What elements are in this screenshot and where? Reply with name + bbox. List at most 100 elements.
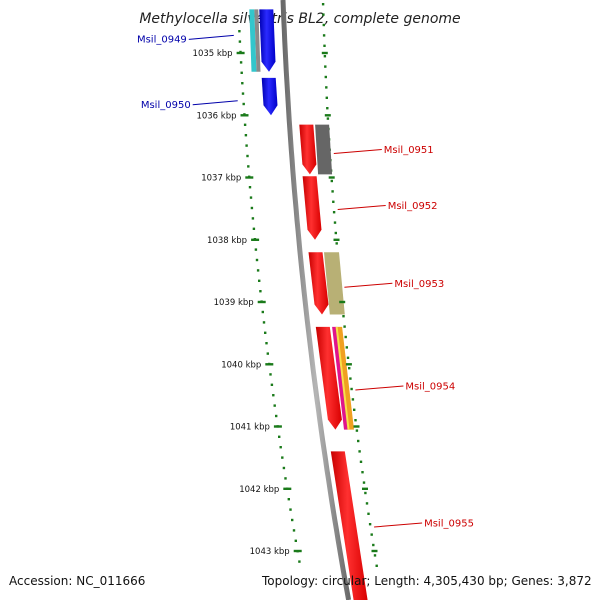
- gene-Msil_0951[interactable]: [299, 124, 317, 175]
- backbone-line: [280, 0, 352, 600]
- inner-ring-dot: [353, 408, 356, 411]
- scale-dot: [270, 383, 274, 386]
- gene-Msil_0955[interactable]: [330, 451, 368, 600]
- scale-dot: [298, 560, 301, 563]
- scale-dot: [240, 71, 243, 74]
- scale-dot: [241, 92, 245, 95]
- inner-ring-dot: [334, 231, 337, 235]
- gene-Msil_0953[interactable]: [308, 252, 329, 315]
- inner-ring-dot: [350, 387, 353, 391]
- scale-tick-label: 1038 kbp: [207, 236, 247, 246]
- feature-gray-band: [254, 9, 261, 72]
- scale-ring: [238, 3, 378, 567]
- scale-dot: [273, 404, 276, 407]
- gene-label-Msil_0949[interactable]: Msil_0949: [137, 34, 187, 45]
- inner-ring-dot: [355, 429, 359, 432]
- inner-ring-dot: [372, 543, 375, 547]
- scale-tick-label: 1042 kbp: [239, 485, 279, 495]
- inner-ring-dot: [323, 55, 327, 58]
- inner-ring-dot: [324, 65, 327, 68]
- inner-ring-dot: [330, 179, 333, 183]
- inner-ring-dot: [357, 439, 360, 443]
- inner-ring-dot: [358, 450, 361, 453]
- scale-dot: [242, 102, 245, 106]
- inner-ring-dot: [365, 502, 369, 505]
- gene-Msil_0954[interactable]: [315, 326, 342, 430]
- inner-ring-dot: [342, 315, 345, 318]
- inner-ring-dot: [348, 367, 351, 370]
- accession-label: Accession: NC_011666: [9, 574, 146, 588]
- gene-Msil_0950[interactable]: [261, 77, 278, 116]
- scale-dot: [255, 258, 259, 262]
- inner-ring-dot: [364, 491, 367, 495]
- inner-ring-dot: [326, 107, 329, 110]
- inner-ring-dot: [326, 117, 330, 120]
- inner-ring-dot: [322, 34, 326, 37]
- scale-tick-label: 1035 kbp: [193, 49, 233, 59]
- inner-ring-dot: [321, 3, 325, 6]
- inner-ring-dot: [351, 398, 355, 401]
- scale-dot: [287, 498, 290, 501]
- scale-tick-label: 1040 kbp: [221, 360, 261, 370]
- inner-ring-dot: [373, 554, 377, 557]
- topology-label: Topology: circular; Length: 4,305,430 bp…: [262, 574, 592, 588]
- scale-dot: [250, 206, 254, 210]
- gene-label-Msil_0950[interactable]: Msil_0950: [141, 100, 191, 111]
- inner-ring-dot: [325, 96, 328, 99]
- scale-dot: [264, 331, 267, 334]
- scale-dot: [238, 30, 241, 33]
- scale-dot: [275, 414, 278, 418]
- label-leader: [374, 522, 423, 528]
- scale-dot: [289, 508, 292, 511]
- scale-dot: [292, 529, 296, 532]
- inner-ring-dot: [349, 377, 352, 380]
- scale-dot: [251, 217, 255, 220]
- scale-dot: [261, 310, 264, 314]
- gene-label-Msil_0954[interactable]: Msil_0954: [405, 382, 455, 393]
- scale-dot: [281, 456, 284, 459]
- gene-Msil_0952[interactable]: [302, 176, 322, 240]
- scale-dot: [249, 196, 253, 199]
- feature-orange-band: [337, 326, 354, 430]
- scale-dot: [262, 321, 266, 324]
- scale-dot: [238, 40, 242, 43]
- label-leader: [192, 100, 238, 106]
- inner-ring-dot: [331, 190, 334, 193]
- scale-dot: [248, 186, 252, 189]
- scale-tick-label: 1041 kbp: [230, 423, 270, 433]
- scale-dot: [243, 123, 247, 126]
- gene-label-Msil_0955[interactable]: Msil_0955: [424, 519, 474, 530]
- inner-ring-dot: [333, 221, 337, 224]
- gene-label-Msil_0951[interactable]: Msil_0951: [384, 145, 434, 156]
- inner-ring-dot: [345, 346, 348, 349]
- inner-ring-dot: [324, 75, 327, 79]
- scale-tick-label: 1039 kbp: [214, 298, 254, 308]
- scale-dot: [269, 373, 272, 376]
- scale-tick-label: 1043 kbp: [250, 547, 290, 557]
- scale-dot: [256, 269, 260, 272]
- feature-cyan-band: [249, 9, 257, 72]
- scale-dot: [284, 477, 287, 480]
- feature-gray-band: [315, 124, 333, 175]
- scale-dot: [241, 82, 244, 85]
- inner-ring-dot: [325, 86, 328, 89]
- scale-dot: [254, 248, 258, 251]
- label-leader: [355, 385, 404, 391]
- gene-Msil_0949[interactable]: [259, 9, 276, 72]
- gene-track: [259, 9, 368, 600]
- scale-dot: [294, 539, 297, 542]
- inner-ring-dot: [322, 23, 325, 27]
- inner-ring-dot: [332, 211, 336, 214]
- scale-dot: [247, 165, 250, 168]
- label-leader: [333, 149, 382, 154]
- scale-dot: [259, 290, 262, 293]
- scale-dot: [245, 144, 248, 147]
- gene-label-Msil_0952[interactable]: Msil_0952: [388, 201, 438, 212]
- map-title: Methylocella silvestris BL2, complete ge…: [139, 11, 460, 27]
- inner-ring-dot: [332, 200, 335, 203]
- inner-ring-dot: [354, 419, 357, 422]
- feature-olive-band: [324, 252, 345, 315]
- inner-ring-dot: [344, 335, 347, 339]
- gene-label-Msil_0953[interactable]: Msil_0953: [394, 279, 444, 290]
